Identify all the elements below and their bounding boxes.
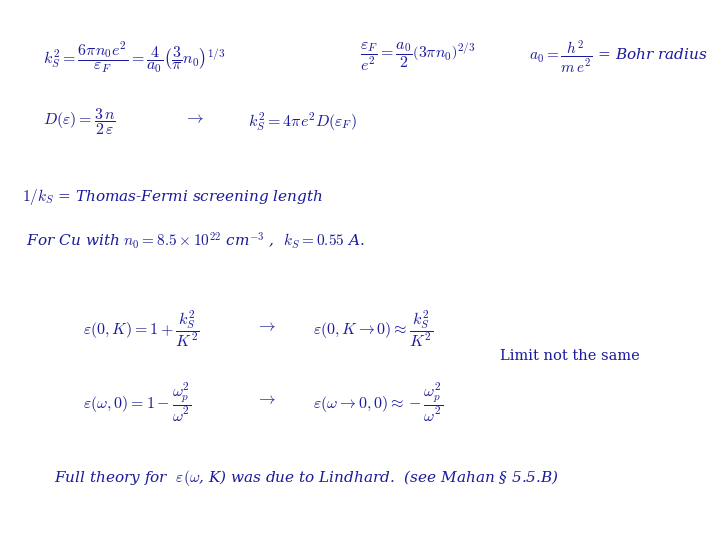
Text: $\varepsilon(\omega \rightarrow 0,0) \approx -\dfrac{\omega_p^2}{\omega^2}$: $\varepsilon(\omega \rightarrow 0,0) \ap… [313, 381, 444, 424]
Text: $a_0 = \dfrac{h^2}{m\,e^2}$ = Bohr radius: $a_0 = \dfrac{h^2}{m\,e^2}$ = Bohr radiu… [529, 38, 708, 75]
Text: Limit not the same: Limit not the same [500, 349, 640, 363]
Text: $\varepsilon(0,K) = 1 + \dfrac{k_S^2}{K^2}$: $\varepsilon(0,K) = 1 + \dfrac{k_S^2}{K^… [83, 309, 199, 350]
Text: $\rightarrow$: $\rightarrow$ [184, 110, 204, 127]
Text: $\varepsilon(\omega,0) = 1 - \dfrac{\omega_p^2}{\omega^2}$: $\varepsilon(\omega,0) = 1 - \dfrac{\ome… [83, 381, 192, 424]
Text: $\varepsilon(0,K \rightarrow 0) \approx \dfrac{k_S^2}{K^2}$: $\varepsilon(0,K \rightarrow 0) \approx … [313, 309, 433, 350]
Text: $\rightarrow$: $\rightarrow$ [256, 391, 276, 408]
Text: Full theory for  $\varepsilon(\omega$, K) was due to Lindhard.  (see Mahan § 5.5: Full theory for $\varepsilon(\omega$, K)… [54, 468, 559, 488]
Text: $\dfrac{\varepsilon_F}{e^2} = \dfrac{a_0}{2}\left(3\pi n_0\right)^{2/3}$: $\dfrac{\varepsilon_F}{e^2} = \dfrac{a_0… [360, 40, 476, 73]
Text: $\rightarrow$: $\rightarrow$ [256, 318, 276, 335]
Text: For Cu with $n_0 = 8.5 \times 10^{22}$ cm$^{-3}$ ,  $k_S = 0.55$ A.: For Cu with $n_0 = 8.5 \times 10^{22}$ c… [22, 230, 364, 251]
Text: $D(\varepsilon) = \dfrac{3\,n}{2\,\varepsilon}$: $D(\varepsilon) = \dfrac{3\,n}{2\,\varep… [43, 106, 116, 137]
Text: $k_S^2 = \dfrac{6\pi n_0 e^2}{\varepsilon_F} = \dfrac{4}{a_0}\left(\dfrac{3}{\pi: $k_S^2 = \dfrac{6\pi n_0 e^2}{\varepsilo… [43, 39, 226, 75]
Text: $k_S^2 = 4\pi e^2 D(\varepsilon_F)$: $k_S^2 = 4\pi e^2 D(\varepsilon_F)$ [248, 110, 357, 133]
Text: $1 / k_S$ = Thomas-Fermi screening length: $1 / k_S$ = Thomas-Fermi screening lengt… [22, 187, 323, 207]
